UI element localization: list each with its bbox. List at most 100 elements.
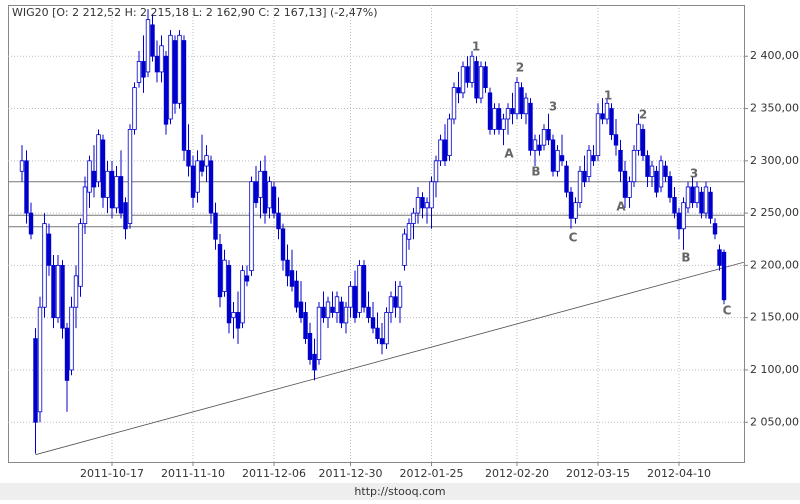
candle-body [600,113,605,120]
candle-body [253,181,259,204]
candle-body [672,197,677,214]
candle-body [339,301,344,324]
candle-body [433,160,439,183]
candle-body [523,97,529,115]
y-tick-label: 2 200,00 [750,258,799,271]
candle-body [60,264,65,329]
y-tick-label: 2 300,00 [750,154,799,167]
candle-body [406,223,412,240]
candle-body [712,223,718,235]
candle-body [681,202,686,230]
wave-label: 2 [516,61,524,75]
candle-body [375,327,380,339]
candle-body [330,306,335,313]
candle-body [276,212,281,230]
candle-body [658,160,664,188]
candle-body [609,108,614,136]
candle-body [694,186,700,204]
candle-body [366,306,371,319]
candle-body [37,306,43,413]
candle-body [190,165,196,198]
y-tick-label: 2 400,00 [750,49,799,62]
candle-body [451,87,457,120]
wave-label: A [616,200,626,214]
candle-body [532,139,538,151]
candle-body [568,191,574,219]
candle-body [721,251,727,301]
candle-body [631,149,637,183]
candle-body [618,149,623,172]
candle-body [622,170,628,198]
candle-body [586,149,592,177]
candle-body [132,87,137,130]
candle-body [415,197,421,214]
candle-body [321,306,326,319]
candle-body [109,170,115,209]
candle-body [244,275,250,282]
candle-body [150,24,155,57]
candle-body [217,244,223,298]
candle-body [249,181,254,272]
wave-label: 2 [639,108,647,122]
candle-body [294,280,299,308]
candle-body [181,40,187,151]
x-tick-label: 2011-12-30 [319,467,383,480]
candle-body [262,170,268,214]
candle-body [573,202,578,219]
candle-body [69,306,74,371]
candle-body [478,66,484,99]
candle-body [204,155,209,167]
candle-body [28,212,34,235]
y-tick-label: 2 350,00 [750,102,799,115]
candle-body [465,66,470,83]
candle-body [577,170,583,204]
candle-body [582,170,587,183]
candle-body [231,312,236,319]
candle-body [127,129,133,224]
candle-body [42,223,47,308]
candle-body [258,170,263,198]
candle-body [303,312,308,339]
wave-label: B [681,251,690,265]
candle-body [559,155,565,162]
candle-body [141,61,146,78]
candle-body [685,186,691,209]
y-tick-label: 2 250,00 [750,206,799,219]
chart-title: WIG20 [O: 2 212,52 H: 2 215,18 L: 2 162,… [12,6,378,19]
candle-body [267,181,272,209]
candle-body [654,170,659,193]
plot-frame [8,5,745,463]
candle-body [370,317,376,329]
x-tick-label: 2012-02-20 [485,467,549,480]
candle-body [379,338,385,345]
x-tick-label: 2011-11-10 [161,467,225,480]
candle-body [46,233,52,266]
candle-body [177,34,182,104]
x-tick-label: 2012-03-15 [566,467,630,480]
candle-body [447,118,452,156]
candle-body [172,40,178,104]
x-tick-label: 2011-10-17 [80,467,144,480]
candle-body [343,306,349,324]
candle-body [285,259,290,277]
candle-body [528,102,533,151]
candle-body [676,212,682,230]
candle-body [357,264,362,313]
candle-body [73,275,79,308]
candle-body [235,312,241,329]
candle-body [402,233,407,266]
candle-body [460,66,466,94]
candle-body [627,181,632,198]
candle-body [91,170,97,188]
candle-body [123,202,128,230]
wave-label: C [723,304,732,318]
candle-body [280,228,286,261]
wave-label: B [531,165,540,179]
candle-body [703,186,709,214]
candle-body [519,87,524,115]
candle-body [195,160,200,193]
candle-body [163,55,169,125]
candle-body [546,129,551,141]
candle-body [159,45,164,73]
